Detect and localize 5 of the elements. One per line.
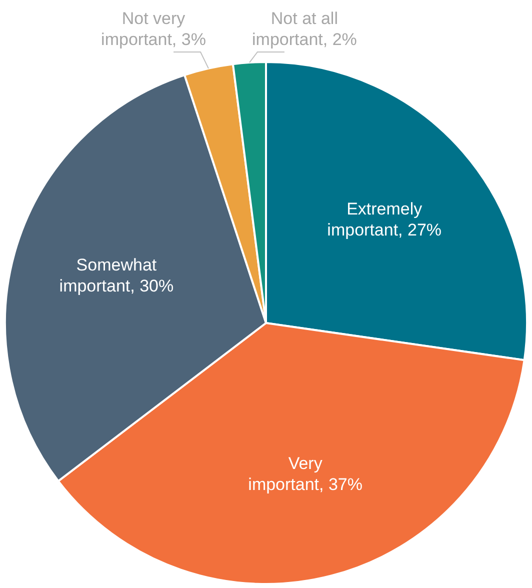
- slice-label: Very important, 37%: [248, 454, 363, 494]
- slice-label: Not at all important, 2%: [252, 9, 357, 50]
- slice-label: Somewhat important, 30%: [59, 256, 174, 296]
- slice-label: Extremely important, 27%: [327, 200, 442, 240]
- slice-label: Not very important, 3%: [101, 9, 206, 50]
